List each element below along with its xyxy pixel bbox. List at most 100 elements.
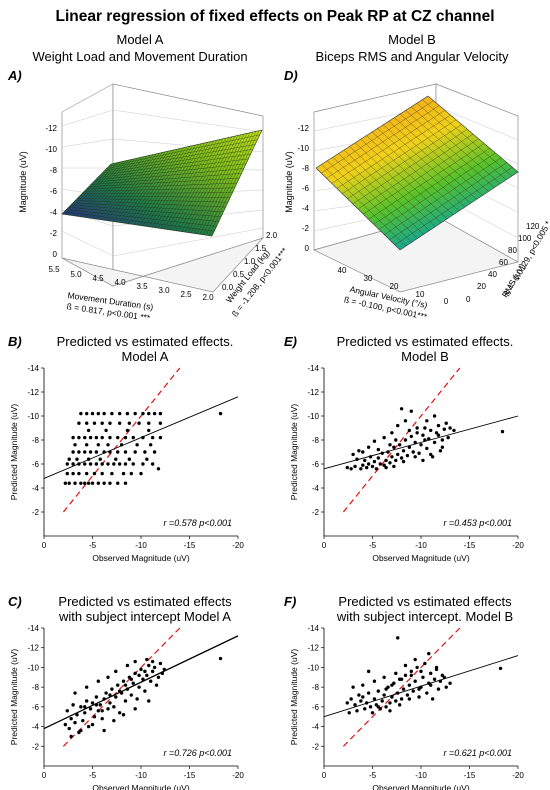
data-point [67, 457, 71, 461]
data-point [77, 421, 81, 425]
y-tick-d: 100 [518, 234, 532, 243]
identity-line [342, 367, 461, 513]
x-tick-label: -20 [512, 771, 524, 780]
z-tick-a: -8 [50, 166, 58, 175]
chart-title: with subject intercept. Model B [336, 609, 513, 624]
data-point [84, 699, 89, 703]
data-point [376, 447, 381, 452]
mesh-line [321, 100, 434, 174]
mesh-line [181, 136, 232, 232]
x-tick-label: 0 [42, 541, 47, 550]
chart-title: Model A [122, 349, 169, 364]
y-axis-label: Predicted Magnitude (uV) [9, 649, 19, 746]
regression-line [43, 635, 239, 730]
regression-line [323, 655, 519, 718]
data-point [90, 722, 95, 727]
data-point [108, 421, 112, 425]
data-point [116, 435, 120, 440]
data-point [129, 471, 133, 476]
data-point [366, 669, 371, 674]
panel-label-a: A) [7, 68, 22, 83]
z-tick-a: -12 [45, 124, 57, 133]
z-tick-d: -12 [297, 124, 309, 133]
data-point [96, 443, 101, 447]
data-point [498, 666, 503, 671]
x-tick-d: 20 [390, 282, 399, 291]
y-tick-d: 20 [477, 282, 486, 291]
y-tick-label: -12 [27, 388, 39, 397]
mesh-line [82, 159, 133, 218]
data-point [133, 450, 137, 454]
y-tick-label: -6 [32, 703, 40, 712]
scatter-panels: B) Predicted vs estimated effects.Model A… [8, 334, 524, 790]
data-point [94, 435, 99, 440]
mesh-line [136, 146, 187, 226]
data-point [123, 450, 128, 454]
data-point [143, 689, 147, 693]
data-point [388, 701, 392, 705]
y-tick-label: -2 [312, 508, 320, 517]
x-tick-label: 0 [42, 771, 47, 780]
data-point [77, 471, 81, 476]
data-point [432, 440, 437, 445]
mesh-line [389, 162, 507, 240]
data-point [429, 671, 433, 676]
y-tick-label: -14 [307, 364, 319, 373]
data-point [110, 471, 114, 476]
y-tick-label: -2 [32, 508, 40, 517]
data-point [384, 465, 388, 470]
y-tick-label: -4 [32, 484, 40, 493]
y-tick-label: -10 [27, 412, 39, 421]
data-point [139, 471, 143, 476]
data-point [84, 685, 89, 689]
mesh-line [193, 134, 245, 234]
chart-title: with subject intercept Model A [58, 609, 231, 624]
data-point [401, 459, 406, 464]
mesh-line [190, 134, 242, 233]
mesh-line [199, 132, 251, 235]
scatter-chart: E) Predicted vs estimated effects.Model B… [284, 334, 524, 563]
mesh-line [160, 141, 211, 229]
data-point [394, 671, 398, 676]
mesh-line [326, 105, 440, 179]
data-point [137, 421, 141, 425]
z-tick-d: -10 [297, 144, 309, 153]
data-point [382, 675, 386, 679]
chart-title: Predicted vs estimated effects. [57, 334, 234, 349]
x-tick-a: 5.0 [70, 270, 82, 279]
data-point [421, 433, 425, 437]
data-point [123, 683, 128, 687]
data-point [98, 703, 102, 707]
data-point [96, 411, 101, 416]
data-point [147, 699, 151, 703]
model-b-name: Model B [388, 32, 436, 47]
data-point [135, 697, 139, 701]
data-point [123, 481, 128, 485]
data-point [384, 458, 388, 463]
y-tick-label: -10 [27, 663, 39, 672]
data-point [152, 411, 157, 416]
data-point [444, 685, 448, 689]
data-point [123, 462, 128, 466]
data-point [382, 435, 386, 440]
y-tick-label: -14 [27, 364, 39, 373]
data-point [84, 421, 89, 425]
data-point [438, 449, 443, 453]
data-point [100, 471, 104, 476]
mesh-line [127, 148, 178, 224]
data-point [409, 409, 413, 413]
data-point [353, 703, 357, 707]
data-point [114, 669, 118, 674]
data-point [351, 685, 355, 689]
mesh-line [106, 153, 157, 221]
data-point [149, 679, 153, 683]
data-point [372, 697, 377, 701]
mesh-line [130, 148, 181, 225]
x-tick-a: 2.0 [202, 293, 214, 302]
z-tick-a: 0 [53, 250, 58, 259]
data-point [83, 711, 87, 715]
y-tick-label: -6 [312, 460, 320, 469]
data-point [121, 713, 126, 717]
mesh-line [103, 154, 154, 221]
